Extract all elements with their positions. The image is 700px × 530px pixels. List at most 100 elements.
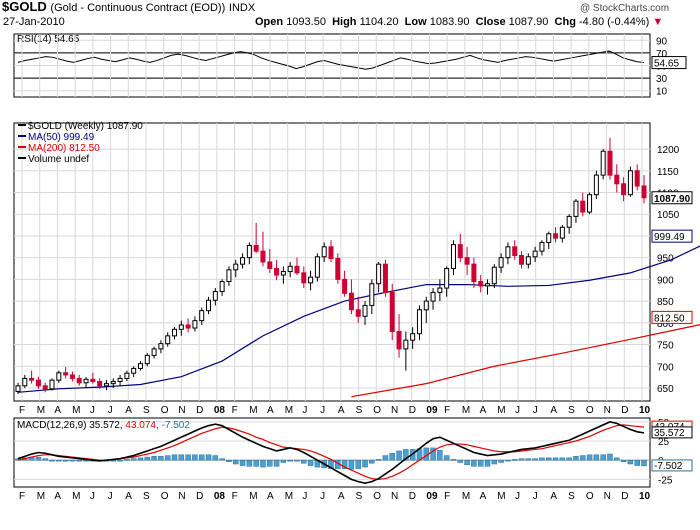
candle-body	[355, 309, 361, 317]
macd-hist-bar	[62, 459, 69, 462]
price-x-label: J	[533, 405, 538, 416]
volume-legend-swatch	[18, 157, 26, 159]
candle-body	[144, 354, 150, 365]
candle-body	[566, 215, 572, 228]
candle-body	[369, 283, 375, 306]
macd-x-label: A	[267, 491, 274, 502]
macd-x-label: A	[550, 491, 557, 502]
candle-body	[348, 292, 354, 311]
macd-x-label: A	[480, 491, 487, 502]
candle-body	[423, 300, 429, 311]
rsi-value-label: 54.65	[654, 59, 679, 70]
candle-body	[362, 304, 368, 317]
candle-body	[137, 363, 143, 369]
macd-hist-bar	[620, 459, 627, 462]
macd-tick-label: 25	[658, 437, 670, 448]
macd-legend-value: 35.572,	[89, 420, 125, 431]
chart-header: $GOLD (Gold - Continuous Contract (EOD))…	[0, 0, 700, 34]
candle-body	[512, 246, 518, 256]
macd-x-label: F	[19, 491, 25, 502]
macd-hist-bar	[491, 459, 498, 465]
macd-x-label: J	[302, 491, 307, 502]
candle-body	[226, 269, 232, 283]
macd-x-label: A	[125, 491, 132, 502]
candle-body	[641, 185, 647, 199]
candle-body	[328, 246, 334, 260]
candle-body	[22, 377, 28, 387]
macd-hist-bar	[253, 459, 259, 467]
macd-hist-bar	[634, 459, 640, 466]
price-x-label: J	[108, 405, 113, 416]
macd-hist-bar	[525, 458, 532, 461]
candle-body	[478, 281, 484, 287]
macd-hist-bar	[641, 459, 647, 467]
macd-x-label: F	[444, 491, 450, 502]
price-x-label: S	[143, 405, 150, 416]
rsi-value-tag	[651, 56, 687, 70]
macd-x-label: D	[409, 491, 416, 502]
candle-body	[593, 174, 599, 196]
candle-body	[253, 244, 259, 252]
macd-hist-bar	[226, 459, 232, 462]
close-value-label: 1087.90	[654, 194, 691, 205]
macd-hist-bar	[171, 454, 178, 461]
ma50-value-tag	[651, 229, 693, 243]
macd-hist-bar	[185, 454, 191, 461]
ma50-value-label: 999.49	[654, 232, 685, 243]
macd-hist-bar	[158, 456, 164, 461]
open-label: Open	[255, 16, 284, 28]
close-value: 1087.90	[508, 16, 549, 28]
candle-body	[35, 379, 41, 387]
symbol: $GOLD	[2, 0, 47, 14]
price-x-label: F	[19, 405, 25, 416]
macd-hist-bar	[178, 454, 185, 461]
macd-x-label: J	[320, 491, 325, 502]
candle-body	[165, 335, 171, 345]
close-label: Close	[475, 16, 506, 28]
candle-body	[49, 379, 55, 390]
macd-x-label: J	[90, 491, 95, 502]
hist-legend-value: -7.502	[162, 420, 191, 431]
close-value-tag	[651, 191, 693, 205]
candle-body	[246, 244, 252, 259]
macd-hist-bar	[362, 459, 368, 468]
macd-hist-bar	[627, 459, 634, 465]
candle-body	[376, 263, 382, 285]
price-x-label: D	[409, 405, 416, 416]
macd-hist-bar	[294, 459, 300, 462]
macd-hist-bar	[198, 454, 205, 461]
macd-hist-bar	[273, 459, 280, 467]
price-x-label: D	[621, 405, 628, 416]
price-x-label: A	[338, 405, 345, 416]
candle-body	[83, 378, 89, 384]
macd-hist-bar	[471, 459, 477, 467]
candle-body	[69, 374, 75, 379]
price-x-label: J	[302, 405, 307, 416]
macd-x-label: F	[232, 491, 238, 502]
candle-body	[525, 256, 531, 265]
macd-hist-bar	[280, 459, 287, 463]
price-x-label: A	[267, 405, 274, 416]
candle-body	[206, 299, 212, 312]
ma50-legend: MA(50) 999.49	[28, 132, 95, 143]
candle-body	[396, 331, 402, 350]
candle-body	[185, 324, 191, 329]
candle-body	[124, 372, 130, 379]
candle-body	[464, 257, 470, 265]
macd-hist-bar	[403, 449, 409, 461]
price-x-label: 09	[426, 405, 438, 416]
macd-x-label: O	[161, 491, 169, 502]
candle-body	[260, 250, 266, 263]
ma200-legend: MA(200) 812.50	[28, 143, 100, 154]
macd-x-label: A	[338, 491, 345, 502]
macd-hist-bar	[464, 459, 470, 466]
ma200-value-label: 812.50	[654, 313, 685, 324]
candle-body	[389, 291, 395, 332]
price-x-label: N	[178, 405, 185, 416]
candle-body	[240, 257, 246, 265]
ma200-line	[351, 323, 700, 398]
candle-body	[131, 367, 137, 374]
price-tick-label: 800	[657, 319, 674, 330]
candle-body	[90, 378, 96, 382]
price-x-label: F	[232, 405, 238, 416]
